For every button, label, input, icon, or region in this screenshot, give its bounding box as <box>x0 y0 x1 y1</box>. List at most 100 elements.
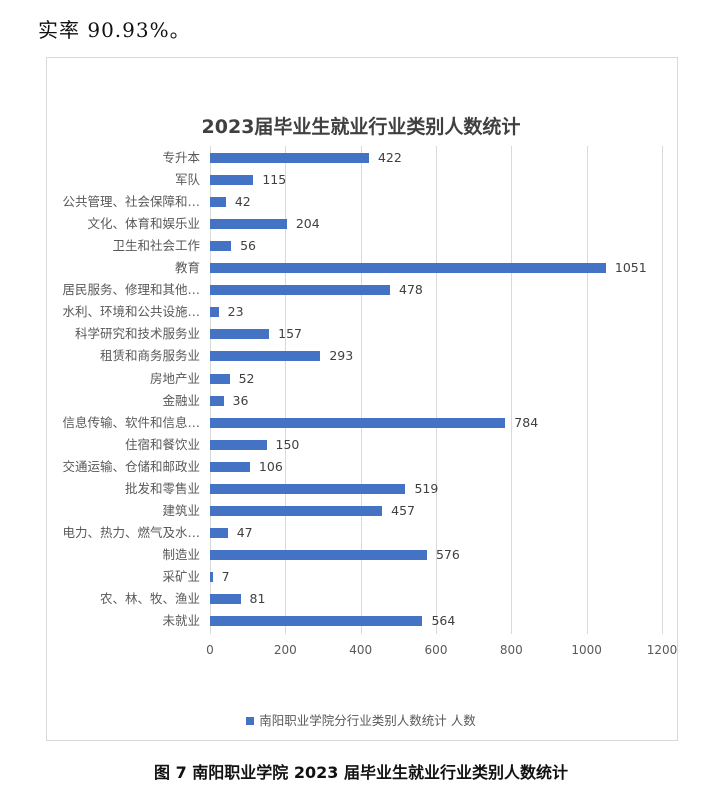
bar <box>210 307 219 318</box>
y-axis-line <box>210 146 211 634</box>
chart-title: 2023届毕业生就业行业类别人数统计 <box>201 116 521 138</box>
x-tick-label: 0 <box>206 643 214 657</box>
bar-value-label: 478 <box>399 282 423 298</box>
bar-value-label: 42 <box>234 194 251 210</box>
bar-row: 36 金融业 <box>162 390 662 412</box>
bar-value-label: 56 <box>240 238 256 254</box>
bar-row: 106 交通运输、仓储和邮政业 <box>62 456 662 478</box>
bar <box>210 197 226 208</box>
bar <box>210 461 250 472</box>
bar-value-label: 422 <box>377 150 402 165</box>
bar-row: 422 专升本 <box>162 147 662 169</box>
bar-row: 47 电力、热力、燃气及水… <box>62 522 662 544</box>
bar <box>210 594 241 604</box>
gridline <box>586 146 588 634</box>
bar-row: 204 文化、体育和娱乐业 <box>87 213 662 235</box>
bar <box>210 329 270 340</box>
bar-value-label: 106 <box>258 458 283 474</box>
category-label: 水利、环境和公共设施… <box>62 304 200 320</box>
gridline <box>436 146 437 634</box>
bar <box>210 549 427 560</box>
category-label: 批发和零售业 <box>124 480 200 496</box>
gridline <box>285 146 287 634</box>
bar-row: 7 采矿业 <box>162 566 662 588</box>
category-label: 交通运输、仓储和邮政业 <box>62 458 200 474</box>
legend-swatch-icon <box>246 716 255 725</box>
bar <box>210 439 267 450</box>
category-label: 租赁和商务服务业 <box>99 348 200 364</box>
x-tick-label: 400 <box>349 643 373 657</box>
bar-value-label: 23 <box>227 304 244 320</box>
category-label: 金融业 <box>162 392 200 408</box>
bar <box>210 219 287 230</box>
bar-value-label: 7 <box>221 568 230 584</box>
bar <box>210 351 321 362</box>
bar-value-label: 47 <box>236 524 253 540</box>
x-tick-label: 1000 <box>571 643 602 657</box>
bar-row: 478 居民服务、修理和其他… <box>62 279 662 301</box>
bar-value-label: 784 <box>514 414 539 430</box>
bar <box>210 571 213 582</box>
x-tick-label: 800 <box>499 643 523 657</box>
bar <box>210 483 406 494</box>
bar <box>210 175 254 186</box>
bar-value-label: 519 <box>414 480 439 496</box>
x-tick-label: 1200 <box>646 643 678 657</box>
category-label: 采矿业 <box>162 568 200 584</box>
category-label: 未就业 <box>162 613 200 629</box>
category-label: 农、林、牧、渔业 <box>99 591 200 606</box>
bar-row: 519 批发和零售业 <box>125 478 662 500</box>
bar <box>210 241 232 252</box>
bar-row: 115 军队 <box>175 169 662 191</box>
bar <box>210 505 383 516</box>
legend-label: 南阳职业学院分行业类别人数统计 人数 <box>259 713 476 728</box>
bar-value-label: 157 <box>278 326 302 342</box>
gridline <box>360 146 362 634</box>
bar-value-label: 457 <box>391 502 415 518</box>
bar-row: 784 信息传输、软件和信息… <box>62 412 662 434</box>
bar-row: 23 水利、环境和公共设施… <box>62 301 662 323</box>
category-label: 专升本 <box>162 150 200 165</box>
bar-value-label: 576 <box>435 546 460 562</box>
bar-row: 56 卫生和社会工作 <box>112 235 662 257</box>
bar-value-label: 564 <box>431 613 456 629</box>
figure-caption: 图 7 南阳职业学院 2023 届毕业生就业行业类别人数统计 <box>154 763 568 782</box>
chart-frame <box>46 57 678 741</box>
category-label: 房地产业 <box>149 370 200 386</box>
bar-value-label: 1051 <box>614 260 647 276</box>
bar <box>210 616 423 627</box>
category-label: 军队 <box>174 172 200 188</box>
plot-area: 422 专升本 115 军队 42 公共管理、社会保障和… 204 文化、体育和娱乐业 56 卫生… <box>62 146 663 634</box>
bar-row: 564 未就业 <box>162 610 662 632</box>
gridline <box>511 146 513 634</box>
bar-row: 293 租赁和商务服务业 <box>100 345 662 367</box>
bar-value-label: 36 <box>232 392 249 408</box>
bar-value-label: 115 <box>262 172 287 188</box>
category-label: 教育 <box>174 260 200 276</box>
bar-value-label: 293 <box>329 348 354 364</box>
category-label: 电力、热力、燃气及水… <box>62 524 200 540</box>
bar <box>210 153 369 163</box>
category-label: 公共管理、社会保障和… <box>62 194 200 210</box>
category-label: 住宿和餐饮业 <box>124 436 200 452</box>
category-label: 建筑业 <box>162 502 200 518</box>
category-label: 信息传输、软件和信息… <box>62 414 200 430</box>
category-label: 居民服务、修理和其他… <box>62 282 200 298</box>
x-tick-label: 200 <box>273 643 297 657</box>
bar-row: 52 房地产业 <box>150 368 662 390</box>
x-tick-label: 600 <box>424 643 448 657</box>
bar <box>210 263 606 274</box>
category-label: 卫生和社会工作 <box>112 238 200 254</box>
category-label: 制造业 <box>162 546 200 562</box>
category-label: 科学研究和技术服务业 <box>74 326 200 342</box>
bar-row: 157 科学研究和技术服务业 <box>75 323 662 345</box>
bar-row: 457 建筑业 <box>162 500 662 522</box>
category-label: 文化、体育和娱乐业 <box>87 216 200 232</box>
bar-value-label: 150 <box>275 436 300 452</box>
bar-row: 81 农、林、牧、渔业 <box>100 588 662 610</box>
bar <box>210 527 228 538</box>
legend: 南阳职业学院分行业类别人数统计 人数 <box>0 710 722 729</box>
bar-row: 150 住宿和餐饮业 <box>125 434 662 456</box>
bar <box>210 417 506 428</box>
bar <box>210 285 391 296</box>
